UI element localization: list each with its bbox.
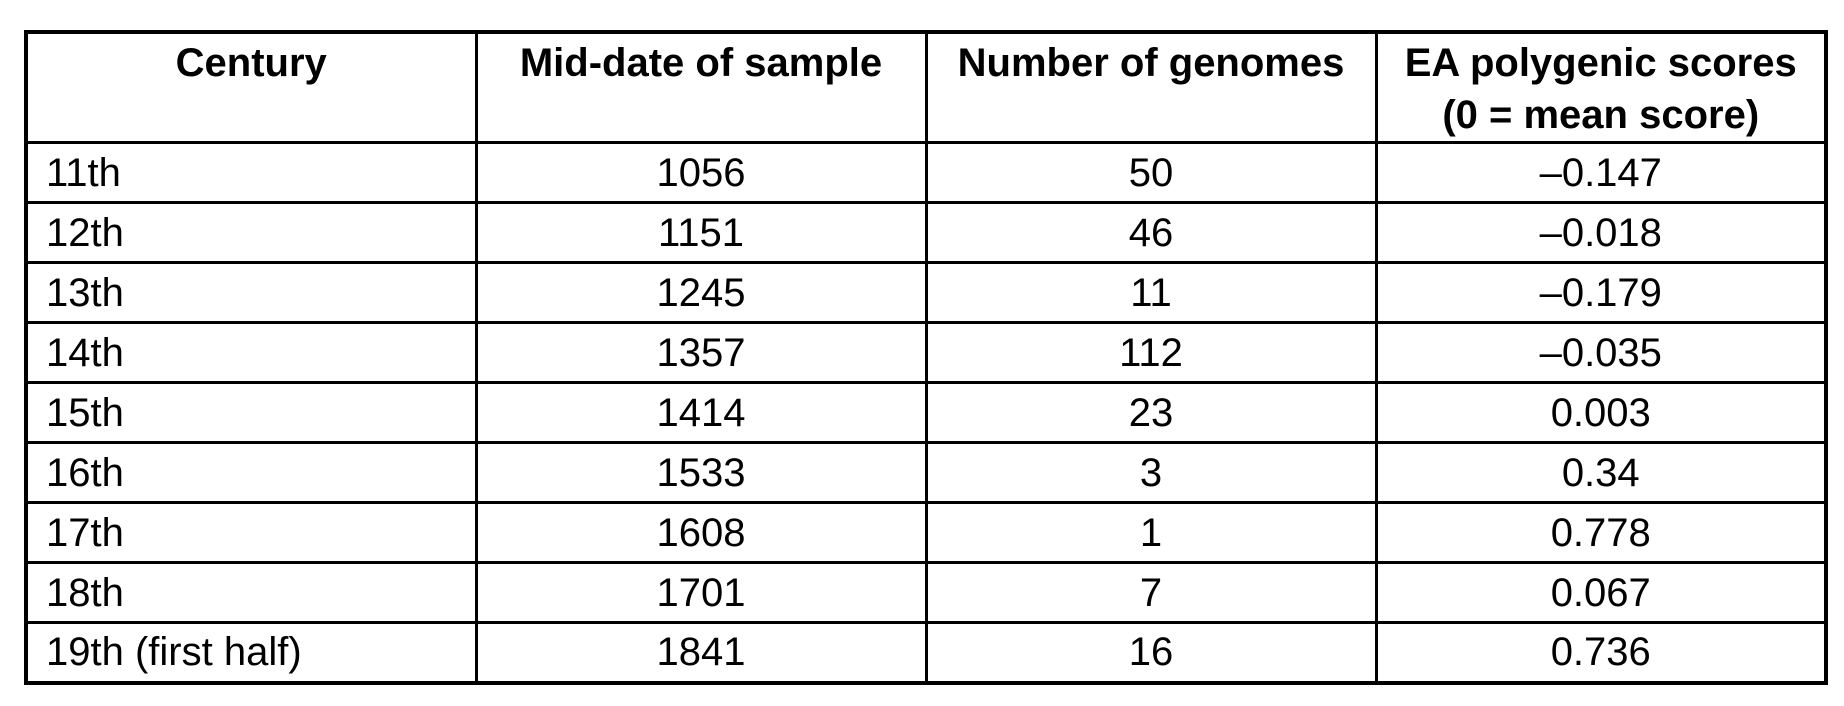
cell-genomes: 23 (924, 381, 1378, 444)
cell-score: 0.778 (1374, 501, 1828, 564)
cell-genomes: 1 (924, 501, 1378, 564)
header-row: Century Mid-date of sample Number of gen… (24, 30, 1828, 144)
cell-score: 0.067 (1374, 561, 1828, 624)
column-header-ea-score-line2: (0 = mean score) (1442, 93, 1760, 137)
column-header-century: Century (24, 30, 478, 144)
cell-mid-date: 1151 (474, 201, 928, 264)
ea-polygenic-scores-table: Century Mid-date of sample Number of gen… (24, 30, 1828, 685)
table-row: 13th 1245 11 –0.179 (24, 261, 1828, 324)
cell-score: 0.003 (1374, 381, 1828, 444)
cell-score: 0.736 (1374, 621, 1828, 684)
cell-century: 14th (24, 321, 478, 384)
table-row: 15th 1414 23 0.003 (24, 381, 1828, 444)
cell-score: –0.179 (1374, 261, 1828, 324)
cell-mid-date: 1841 (474, 621, 928, 684)
column-header-ea-score: EA polygenic scores (0 = mean score) (1374, 30, 1828, 144)
cell-genomes: 112 (924, 321, 1378, 384)
cell-score: –0.147 (1374, 141, 1828, 204)
cell-mid-date: 1357 (474, 321, 928, 384)
cell-score: –0.018 (1374, 201, 1828, 264)
cell-mid-date: 1701 (474, 561, 928, 624)
cell-score: 0.34 (1374, 441, 1828, 504)
cell-genomes: 50 (924, 141, 1378, 204)
cell-century: 17th (24, 501, 478, 564)
table-row: 16th 1533 3 0.34 (24, 441, 1828, 504)
cell-mid-date: 1245 (474, 261, 928, 324)
cell-century: 19th (first half) (24, 621, 478, 684)
cell-genomes: 3 (924, 441, 1378, 504)
cell-century: 18th (24, 561, 478, 624)
column-header-genomes: Number of genomes (924, 30, 1378, 144)
table-row: 11th 1056 50 –0.147 (24, 141, 1828, 204)
cell-genomes: 46 (924, 201, 1378, 264)
cell-century: 12th (24, 201, 478, 264)
cell-genomes: 7 (924, 561, 1378, 624)
table-row: 14th 1357 112 –0.035 (24, 321, 1828, 384)
cell-century: 16th (24, 441, 478, 504)
cell-mid-date: 1533 (474, 441, 928, 504)
cell-mid-date: 1414 (474, 381, 928, 444)
column-header-mid-date: Mid-date of sample (474, 30, 928, 144)
cell-genomes: 16 (924, 621, 1378, 684)
cell-genomes: 11 (924, 261, 1378, 324)
column-header-ea-score-line1: EA polygenic scores (1404, 41, 1797, 85)
table-row: 19th (first half) 1841 16 0.736 (24, 621, 1828, 684)
cell-score: –0.035 (1374, 321, 1828, 384)
cell-century: 15th (24, 381, 478, 444)
cell-century: 13th (24, 261, 478, 324)
table-row: 12th 1151 46 –0.018 (24, 201, 1828, 264)
cell-mid-date: 1056 (474, 141, 928, 204)
cell-mid-date: 1608 (474, 501, 928, 564)
table-row: 18th 1701 7 0.067 (24, 561, 1828, 624)
cell-century: 11th (24, 141, 478, 204)
table-row: 17th 1608 1 0.778 (24, 501, 1828, 564)
